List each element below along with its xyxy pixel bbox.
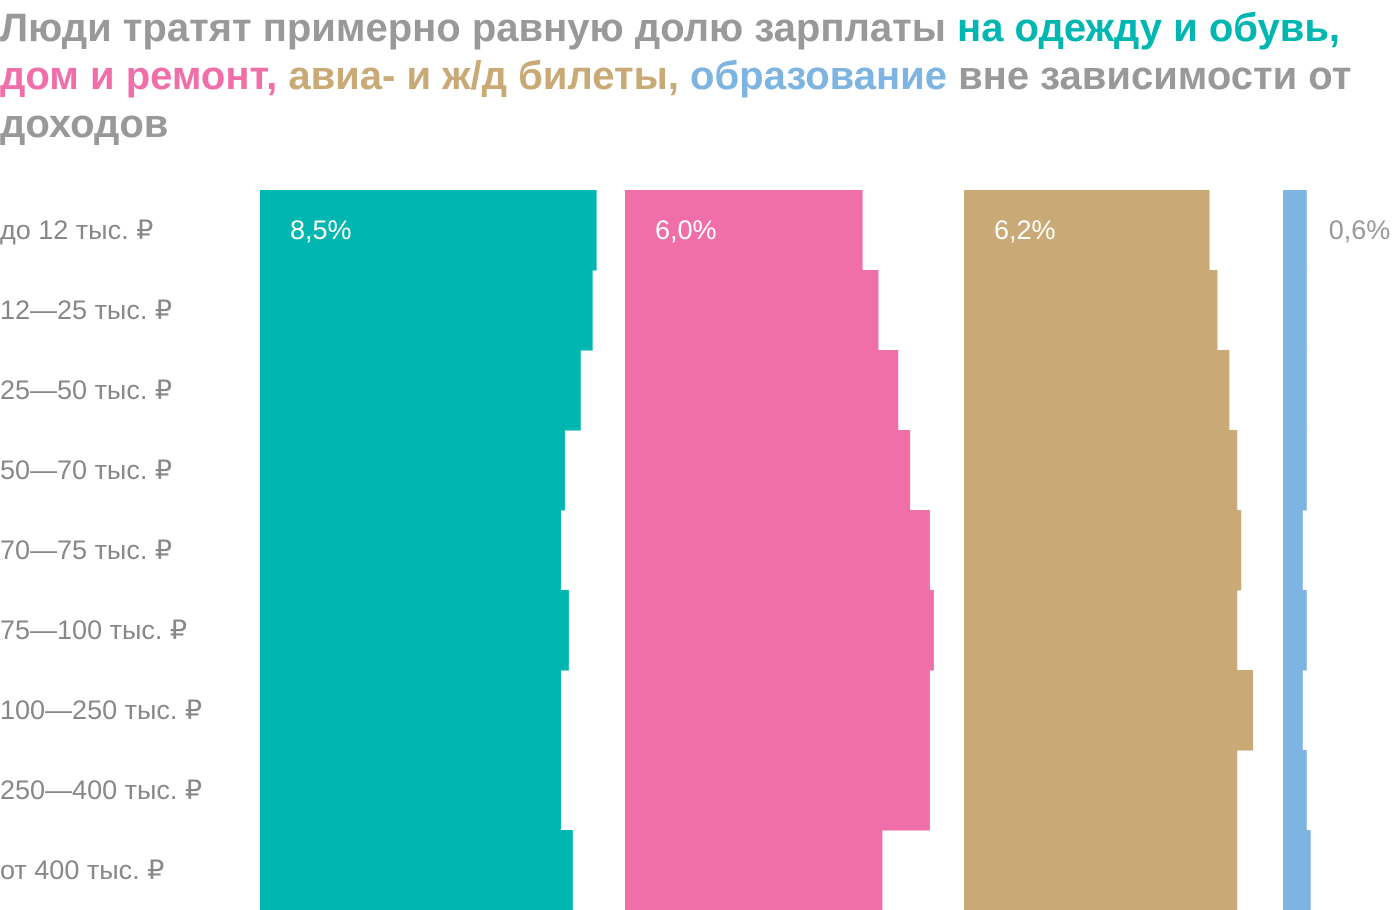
row-label: 75—100 тыс. ₽	[0, 615, 187, 645]
bar	[1283, 510, 1303, 591]
value-label: 8,5%	[290, 215, 352, 245]
title-part: образование	[690, 54, 947, 98]
row-label: 50—70 тыс. ₽	[0, 455, 172, 485]
bar	[964, 270, 1218, 351]
bar	[260, 510, 561, 591]
title-part: вне зависимости от доходов	[0, 54, 1352, 146]
bar	[625, 430, 911, 511]
bar	[260, 350, 581, 431]
bar	[260, 830, 573, 910]
title-part: Люди тратят примерно равную долю зарплат…	[0, 6, 958, 50]
title-part: авиа- и ж/д билеты,	[288, 54, 679, 98]
row-label: 250—400 тыс. ₽	[0, 775, 202, 805]
bar	[964, 510, 1242, 591]
value-label: 0,6%	[1329, 215, 1391, 245]
bar	[964, 830, 1238, 910]
bar	[964, 590, 1238, 671]
bar	[260, 270, 593, 351]
row-label: 70—75 тыс. ₽	[0, 535, 172, 565]
bar	[625, 670, 930, 751]
bar	[260, 670, 561, 751]
bar	[1283, 270, 1307, 351]
title-part: на одежду и обувь,	[957, 6, 1341, 50]
bar	[964, 350, 1230, 431]
bar	[1283, 670, 1303, 751]
row-label: 100—250 тыс. ₽	[0, 695, 202, 725]
bar	[625, 350, 899, 431]
bar	[964, 750, 1238, 831]
bar	[1283, 590, 1307, 671]
row-label: 25—50 тыс. ₽	[0, 375, 172, 405]
bar	[625, 750, 930, 831]
bar	[260, 430, 565, 511]
title-part: дом и ремонт,	[0, 54, 278, 98]
bar	[1283, 430, 1307, 511]
bar	[1283, 750, 1307, 831]
bar	[1283, 350, 1307, 431]
row-label: до 12 тыс. ₽	[0, 215, 153, 245]
bar	[1283, 830, 1311, 910]
bar	[260, 190, 597, 271]
value-label: 6,0%	[655, 215, 717, 245]
bar	[1283, 190, 1307, 271]
row-label: 12—25 тыс. ₽	[0, 295, 172, 325]
row-label: от 400 тыс. ₽	[0, 855, 164, 885]
bar	[964, 190, 1210, 271]
chart-title: Люди тратят примерно равную долю зарплат…	[0, 4, 1390, 148]
bar	[964, 670, 1254, 751]
bar	[625, 270, 879, 351]
bar	[625, 510, 930, 591]
bar	[260, 590, 569, 671]
bar	[964, 430, 1238, 511]
bar	[625, 590, 934, 671]
value-label: 6,2%	[994, 215, 1056, 245]
bar	[625, 190, 863, 271]
bar	[625, 830, 883, 910]
bar	[260, 750, 561, 831]
